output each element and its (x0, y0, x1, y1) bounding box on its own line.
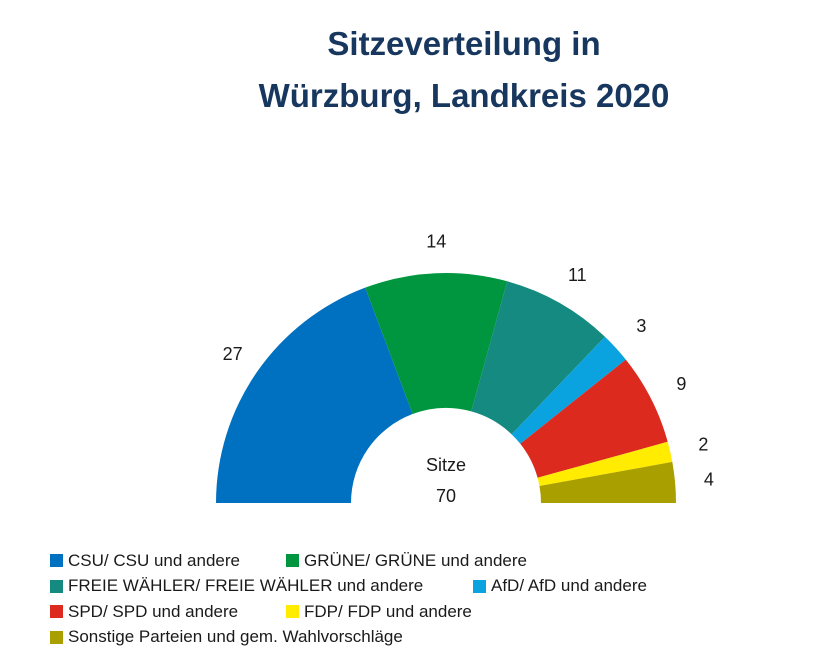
legend-swatch-fdp (286, 605, 299, 619)
legend-item-csu: CSU/ CSU und andere (50, 551, 286, 571)
legend-swatch-freie-waehler (50, 579, 63, 593)
chart-slice-1 (365, 272, 508, 415)
chart-value-label-0: 27 (223, 344, 243, 364)
chart-title: Sitzeverteilung in Würzburg, Landkreis 2… (0, 18, 814, 122)
legend-label-fdp: FDP/ FDP und andere (304, 601, 472, 621)
legend-item-spd: SPD/ SPD und andere (50, 602, 286, 622)
legend-item-freie-waehler: FREIE WÄHLER/ FREIE WÄHLER und andere (50, 576, 473, 596)
legend-item-gruene: GRÜNE/ GRÜNE und andere (286, 551, 527, 571)
legend-label-sonstige: Sonstige Parteien und gem. Wahlvorschläg… (68, 627, 403, 647)
chart-legend: CSU/ CSU und andere GRÜNE/ GRÜNE und and… (50, 548, 647, 650)
chart-slice-3 (511, 336, 626, 444)
chart-title-line-1: Sitzeverteilung in (327, 25, 601, 62)
chart-value-label-2: 11 (568, 265, 587, 285)
legend-label-freie-waehler: FREIE WÄHLER/ FREIE WÄHLER und andere (68, 576, 424, 596)
legend-label-spd: SPD/ SPD und andere (68, 601, 239, 621)
legend-swatch-sonstige (50, 630, 63, 644)
legend-row: CSU/ CSU und andere GRÜNE/ GRÜNE und and… (50, 548, 647, 574)
legend-swatch-spd (50, 605, 63, 619)
chart-value-label-3: 3 (636, 316, 646, 336)
legend-label-csu: CSU/ CSU und andere (68, 550, 240, 570)
chart-value-label-6: 4 (704, 470, 714, 490)
center-label: Sitze (426, 455, 466, 475)
center-total: 70 (436, 486, 456, 506)
legend-item-fdp: FDP/ FDP und andere (286, 602, 472, 622)
chart-slices (216, 272, 676, 503)
chart-value-label-5: 2 (698, 435, 708, 455)
legend-item-afd: AfD/ AfD und andere (473, 576, 647, 596)
legend-label-afd: AfD/ AfD und andere (491, 576, 647, 596)
chart-value-label-1: 14 (426, 231, 446, 251)
chart-value-label-4: 9 (676, 374, 686, 394)
legend-swatch-afd (473, 579, 486, 593)
chart-title-line-2: Würzburg, Landkreis 2020 (258, 77, 670, 114)
legend-row: Sonstige Parteien und gem. Wahlvorschläg… (50, 625, 647, 651)
legend-swatch-gruene (286, 554, 299, 568)
chart-slice-2 (471, 281, 605, 435)
legend-row: SPD/ SPD und andere FDP/ FDP und andere (50, 599, 647, 625)
chart-value-labels: 27 14 11 3 9 2 4 (223, 231, 714, 489)
legend-row: FREIE WÄHLER/ FREIE WÄHLER und andere Af… (50, 574, 647, 600)
chart-slice-5 (537, 441, 673, 487)
legend-swatch-csu (50, 554, 63, 568)
chart-slice-4 (520, 359, 668, 478)
legend-label-gruene: GRÜNE/ GRÜNE und andere (304, 550, 527, 570)
chart-slice-6 (539, 461, 676, 503)
legend-item-sonstige: Sonstige Parteien und gem. Wahlvorschläg… (50, 627, 403, 647)
chart-slice-0 (216, 287, 413, 503)
